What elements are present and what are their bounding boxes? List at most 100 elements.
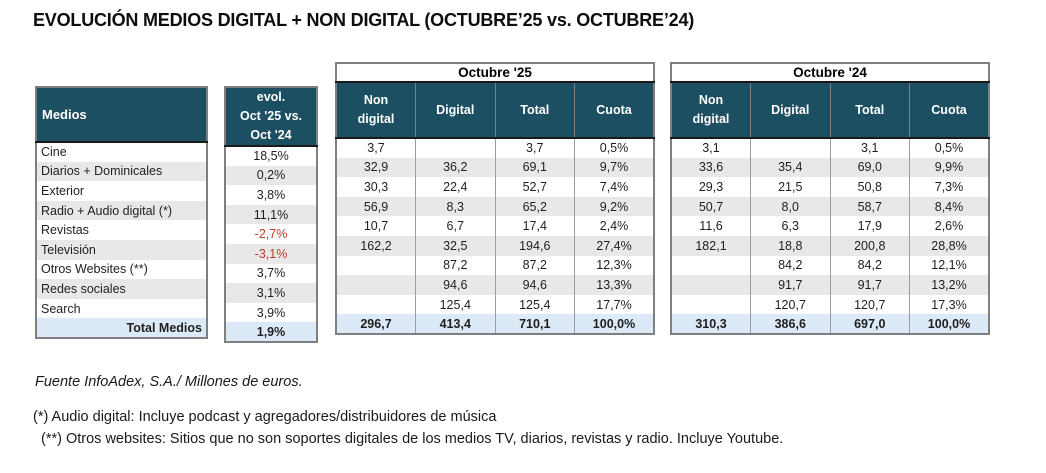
- oct25-value-cell: 125,4: [495, 294, 575, 315]
- evol-total-cell: 1,9%: [256, 324, 286, 339]
- table-row: Radio + Audio digital (*): [36, 200, 207, 221]
- table-row: 162,2 32,5 194,6 27,4%: [336, 235, 654, 256]
- octubre-24-header-row: Non digital Digital Total Cuota: [671, 82, 989, 139]
- table-row: 11,6 6,3 17,9 2,6%: [671, 216, 989, 236]
- evol-value-cell: -3,1%: [254, 246, 288, 261]
- oct24-value-cell: 8,4%: [934, 199, 964, 214]
- table-row: 30,3 22,4 52,7 7,4%: [336, 177, 654, 197]
- table-row: 29,3 21,5 50,8 7,3%: [671, 177, 989, 197]
- table-row: 87,2 87,2 12,3%: [336, 255, 654, 276]
- evol-value-cell: 18,5%: [253, 149, 289, 164]
- oct24-value-cell: 17,9: [830, 216, 910, 236]
- medio-name-cell: Revistas: [41, 223, 89, 238]
- oct25-value-cell: 13,3%: [596, 277, 632, 292]
- octubre-25-table: Octubre '25 Non digital Digital Total Cu…: [335, 62, 655, 335]
- evol-column-header: evol. Oct '25 vs. Oct '24: [225, 87, 317, 147]
- table-row: Redes sociales: [36, 279, 207, 299]
- table-row: -3,1%: [225, 243, 317, 264]
- oct24-value-cell: 9,9%: [934, 160, 964, 175]
- table-row: 11,1%: [225, 204, 317, 225]
- table-row: 94,6 94,6 13,3%: [336, 275, 654, 295]
- octubre-25-group-header: Octubre '25: [336, 63, 654, 83]
- octubre-25-header-row: Non digital Digital Total Cuota: [336, 82, 654, 139]
- oct24-value-cell: [750, 138, 831, 158]
- evol-value-cell: -2,7%: [254, 227, 288, 242]
- oct25-value-cell: 32,5: [415, 235, 496, 256]
- octubre-25-group-row: Octubre '25: [336, 63, 654, 83]
- oct24-value-cell: 58,7: [830, 196, 910, 217]
- oct25-table-body: 3,7 3,7 0,5% 32,9 36,2 69,1 9,7% 30,3 22,4 52,7 7,…: [336, 138, 654, 334]
- table-row: 32,9 36,2 69,1 9,7%: [336, 157, 654, 178]
- table-row: 3,1%: [225, 283, 317, 303]
- oct25-value-cell: 52,7: [495, 177, 575, 197]
- table-row: Search: [36, 299, 207, 319]
- oct25-value-cell: 56,9: [336, 196, 416, 217]
- evol-value-cell: 3,8%: [256, 187, 286, 202]
- oct24-value-cell: 84,2: [750, 255, 831, 276]
- oct25-value-cell: 9,2%: [599, 199, 629, 214]
- table-row: Otros Websites (**): [36, 260, 207, 280]
- table-row: Exterior: [36, 181, 207, 201]
- oct24-value-cell: 35,4: [750, 157, 831, 178]
- oct25-total-cell: 100,0%: [592, 316, 636, 331]
- medio-name-cell: Search: [41, 301, 81, 316]
- oct25-value-cell: 7,4%: [599, 179, 629, 194]
- evol-table-body: 18,5% 0,2% 3,8% 11,1% -2,7% -3,1% 3,7% 3,1% 3,9%…: [225, 146, 317, 342]
- oct25-value-cell: 125,4: [415, 294, 496, 315]
- footnote-audio-digital: (*) Audio digital: Incluye podcast y agr…: [33, 409, 497, 425]
- oct25-value-cell: 3,7: [336, 138, 416, 158]
- octubre-24-group-header: Octubre '24: [671, 63, 989, 83]
- oct24-value-cell: 17,3%: [931, 297, 967, 312]
- oct24-table-body: 3,1 3,1 0,5% 33,6 35,4 69,0 9,9% 29,3 21,5 50,8 7,…: [671, 138, 989, 334]
- page-title: EVOLUCIÓN MEDIOS DIGITAL + NON DIGITAL (…: [33, 10, 695, 30]
- oct24-value-cell: 50,8: [830, 177, 910, 197]
- evol-table: evol. Oct '25 vs. Oct '24 18,5% 0,2% 3,8% 1…: [224, 86, 318, 343]
- oct25-value-cell: 17,4: [495, 216, 575, 236]
- oct24-value-cell: 69,0: [830, 157, 910, 178]
- oct25-total-cell: 296,7: [336, 314, 416, 334]
- evol-value-cell: 3,9%: [256, 305, 286, 320]
- oct24-value-cell: 6,3: [750, 216, 831, 236]
- oct25-value-cell: 12,3%: [596, 258, 632, 273]
- oct25-value-cell: [336, 275, 416, 295]
- oct24-value-cell: 18,8: [750, 235, 831, 256]
- oct25-value-cell: 3,7: [495, 138, 575, 158]
- oct25-value-cell: 2,4%: [599, 219, 629, 234]
- oct24-value-cell: 2,6%: [934, 219, 964, 234]
- table-row: 84,2 84,2 12,1%: [671, 255, 989, 276]
- oct25-value-cell: 9,7%: [599, 160, 629, 175]
- evol-value-cell: 0,2%: [256, 168, 286, 183]
- oct25-value-cell: [336, 294, 416, 315]
- oct24-value-cell: 29,3: [671, 177, 751, 197]
- evol-value-cell: 3,7%: [256, 266, 286, 281]
- oct24-value-cell: [671, 275, 751, 295]
- table-row: 91,7 91,7 13,2%: [671, 275, 989, 295]
- oct25-value-cell: 0,5%: [599, 141, 629, 156]
- oct24-header-non-digital: Non digital: [671, 82, 751, 139]
- oct25-value-cell: 30,3: [336, 177, 416, 197]
- oct24-value-cell: 200,8: [830, 235, 910, 256]
- total-row: 1,9%: [225, 322, 317, 342]
- oct25-value-cell: 194,6: [495, 235, 575, 256]
- oct25-value-cell: 87,2: [495, 255, 575, 276]
- table-row: 50,7 8,0 58,7 8,4%: [671, 196, 989, 217]
- table-row: 18,5%: [225, 146, 317, 166]
- oct25-value-cell: 10,7: [336, 216, 416, 236]
- oct25-total-cell: 710,1: [495, 314, 575, 334]
- oct24-value-cell: 13,2%: [931, 277, 967, 292]
- total-label-cell: Total Medios: [126, 320, 202, 335]
- oct24-value-cell: 182,1: [671, 235, 751, 256]
- oct25-value-cell: 94,6: [495, 275, 575, 295]
- oct24-value-cell: [671, 294, 751, 315]
- oct25-value-cell: 17,7%: [596, 297, 632, 312]
- table-row: 3,9%: [225, 303, 317, 323]
- oct24-total-cell: 100,0%: [927, 316, 971, 331]
- oct24-value-cell: 28,8%: [931, 238, 967, 253]
- evol-value-cell: 11,1%: [253, 207, 289, 222]
- oct24-value-cell: 33,6: [671, 157, 751, 178]
- octubre-24-table: Octubre '24 Non digital Digital Total Cu…: [670, 62, 990, 335]
- oct25-value-cell: 69,1: [495, 157, 575, 178]
- table-row: 10,7 6,7 17,4 2,4%: [336, 216, 654, 236]
- medio-name-cell: Otros Websites (**): [41, 262, 148, 277]
